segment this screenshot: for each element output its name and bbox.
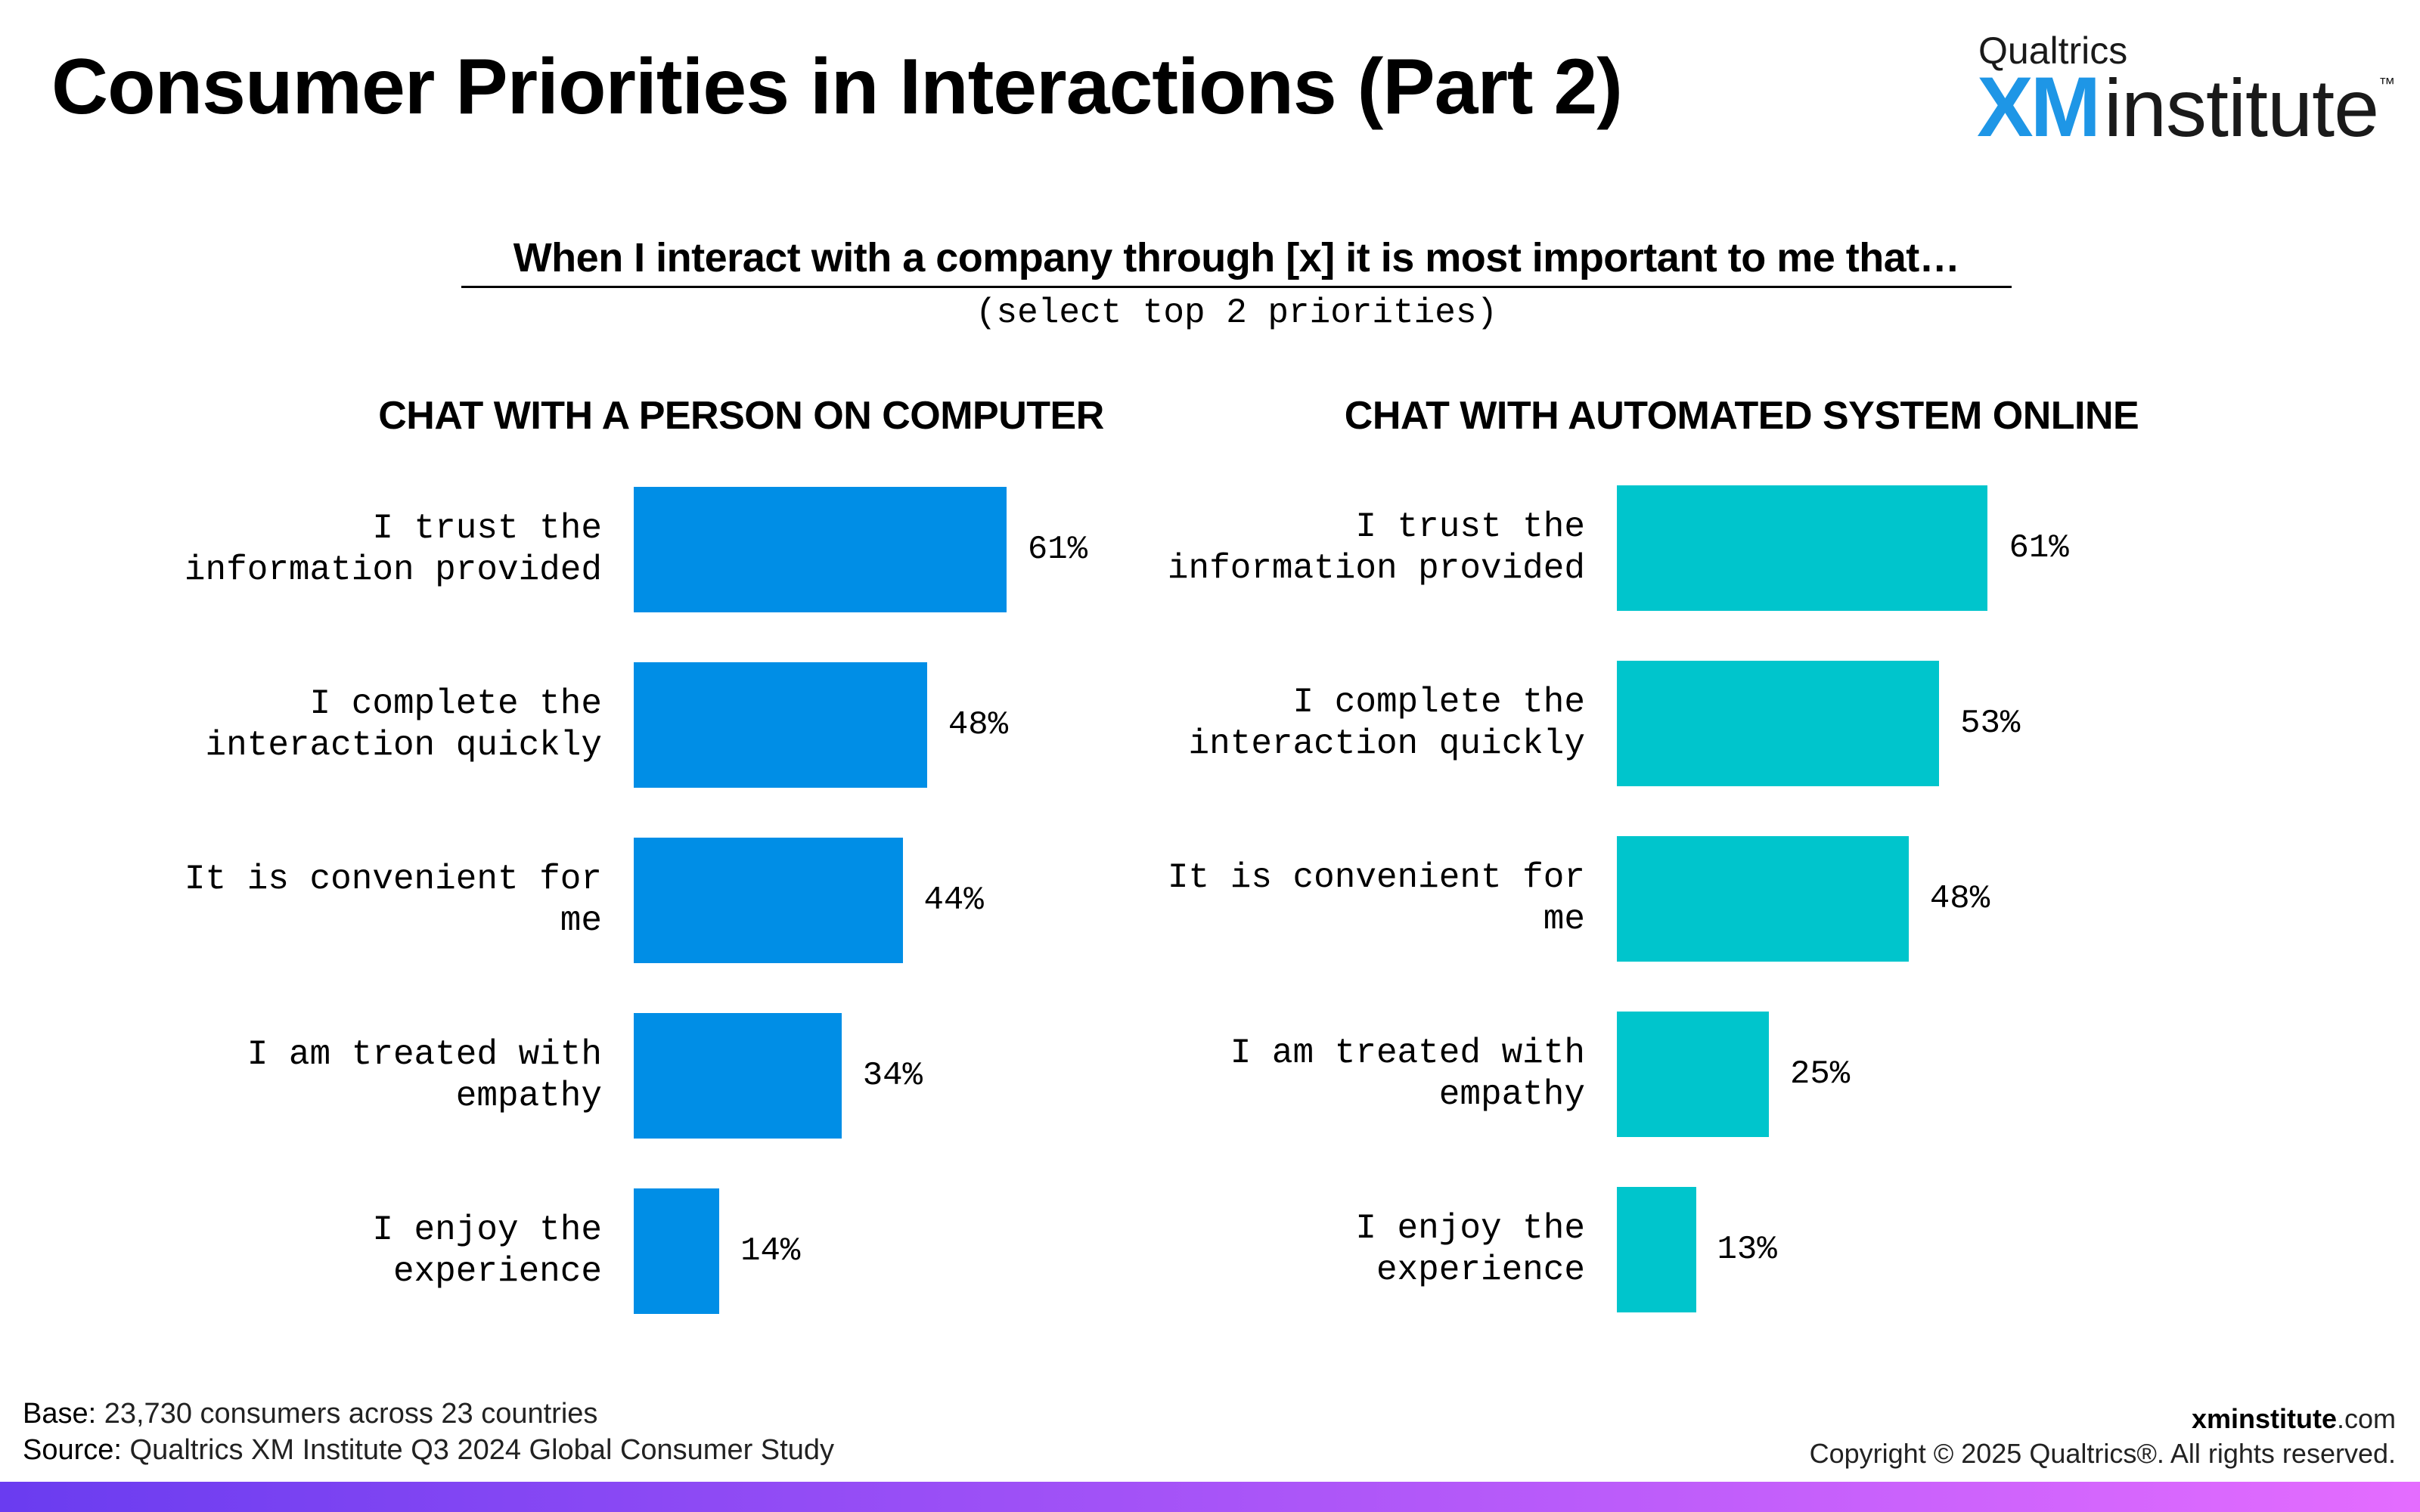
category-label-person-complete-quickly: I complete the interaction quickly <box>205 684 603 765</box>
bar-automated-enjoy-experience <box>1617 1187 1696 1312</box>
logo-qualtrics-text: Qualtrics <box>1978 29 2128 72</box>
survey-question: When I interact with a company through [… <box>513 235 1960 280</box>
xm-institute-logo: Qualtrics XMinstitute™ <box>1977 29 2395 150</box>
logo-institute-text: institute <box>2104 62 2379 153</box>
site-link[interactable]: xminstitute.com <box>1810 1402 2396 1436</box>
survey-instruction: (select top 2 priorities) <box>975 293 1498 333</box>
base-key: Base: <box>23 1398 97 1430</box>
category-label-automated-empathy: I am treated with empathy <box>1230 1033 1585 1114</box>
bar-person-trust-info <box>634 487 1007 612</box>
value-label-person-convenient: 44% <box>923 881 984 919</box>
source-key: Source: <box>23 1434 122 1466</box>
value-label-automated-complete-quickly: 53% <box>1960 705 2021 742</box>
value-label-person-trust-info: 61% <box>1027 531 1088 569</box>
logo-xm-text: XM <box>1977 60 2101 154</box>
bar-person-enjoy-experience <box>634 1188 720 1314</box>
logo-wordmark: XMinstitute™ <box>1977 65 2395 150</box>
bar-person-empathy <box>634 1013 842 1139</box>
bar-automated-convenient <box>1617 836 1909 962</box>
base-line: Base: 23,730 consumers across 23 countri… <box>23 1396 834 1432</box>
category-label-person-trust-info: I trust the information provided <box>184 509 602 590</box>
bar-automated-complete-quickly <box>1617 661 1940 786</box>
bottom-gradient-bar <box>0 1482 2420 1512</box>
category-label-automated-trust-info: I trust the information provided <box>1167 507 1585 588</box>
copyright-text: Copyright © 2025 Qualtrics®. All rights … <box>1809 1438 2396 1469</box>
value-label-automated-convenient: 48% <box>1929 880 1990 918</box>
footer-credit: xminstitute.com Copyright © 2025 Qualtri… <box>1810 1402 2396 1471</box>
question-rule <box>461 286 2012 288</box>
value-label-automated-enjoy-experience: 13% <box>1717 1231 1777 1269</box>
bar-automated-trust-info <box>1617 485 1988 611</box>
chart-title-automated: CHAT WITH AUTOMATED SYSTEM ONLINE <box>1344 394 2139 438</box>
category-label-person-enjoy-experience: I enjoy the experience <box>372 1210 602 1291</box>
value-label-person-complete-quickly: 48% <box>948 706 1009 744</box>
value-label-person-enjoy-experience: 14% <box>740 1232 801 1270</box>
source-line: Source: Qualtrics XM Institute Q3 2024 G… <box>23 1432 834 1468</box>
site-name-tld: .com <box>2336 1403 2396 1434</box>
site-name-bold: xminstitute <box>2191 1403 2337 1434</box>
logo-tm: ™ <box>2378 74 2396 93</box>
chart-title-person: CHAT WITH A PERSON ON COMPUTER <box>378 394 1104 438</box>
source-value: Qualtrics XM Institute Q3 2024 Global Co… <box>129 1434 834 1466</box>
value-label-person-empathy: 34% <box>862 1057 923 1095</box>
bar-person-convenient <box>634 838 903 963</box>
value-label-automated-trust-info: 61% <box>2009 529 2069 567</box>
category-label-automated-convenient: It is convenient for me <box>1167 858 1585 939</box>
category-label-automated-complete-quickly: I complete the interaction quickly <box>1188 683 1586 764</box>
category-label-automated-enjoy-experience: I enjoy the experience <box>1355 1209 1585 1290</box>
category-label-person-empathy: I am treated with empathy <box>247 1035 602 1116</box>
category-label-person-convenient: It is convenient for me <box>184 860 602 940</box>
bar-automated-empathy <box>1617 1012 1769 1137</box>
page-title: Consumer Priorities in Interactions (Par… <box>51 43 1623 131</box>
base-value: 23,730 consumers across 23 countries <box>104 1398 598 1430</box>
base-source-note: Base: 23,730 consumers across 23 countri… <box>23 1396 834 1468</box>
value-label-automated-empathy: 25% <box>1790 1055 1851 1093</box>
bar-person-complete-quickly <box>634 662 927 788</box>
